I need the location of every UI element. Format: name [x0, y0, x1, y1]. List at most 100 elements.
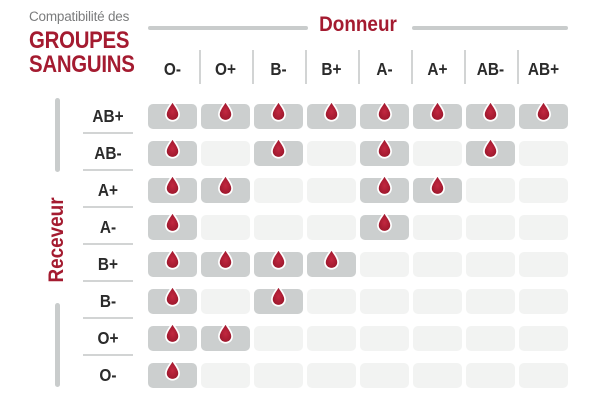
donor-column-header: A+ [427, 59, 448, 79]
cell-O+-A+ [413, 326, 462, 351]
cell-A+-O- [148, 174, 197, 203]
cell-O--B- [254, 363, 303, 388]
row-separator-line [83, 243, 133, 245]
donor-axis-rule-left [148, 26, 308, 30]
blood-drop-icon [483, 137, 498, 159]
donor-column-header: O+ [215, 59, 236, 79]
blood-drop-icon [377, 211, 392, 233]
donor-column-header: AB- [476, 59, 505, 79]
cell-B--B- [254, 285, 303, 314]
row-separator-line [83, 280, 133, 282]
row-separator-line [83, 354, 133, 356]
donor-axis-label: Donneur [319, 13, 397, 36]
donor-column-header: AB+ [527, 59, 560, 79]
cell-O--O- [148, 359, 197, 388]
cell-O+-B- [254, 326, 303, 351]
cell-AB--O- [148, 137, 197, 166]
donor-columns: O- O+ B- B+ A- A+ AB- AB+ [148, 50, 568, 88]
cell-A--AB+ [519, 215, 568, 240]
column-separator-line [517, 50, 519, 84]
cell-AB--O+ [201, 141, 250, 166]
blood-drop-icon [165, 248, 180, 270]
cell-AB--A- [360, 137, 409, 166]
blood-drop-icon [377, 100, 392, 122]
cell-O+-O+ [201, 322, 250, 351]
blood-drop-icon [377, 174, 392, 196]
row-separator-line [83, 206, 133, 208]
row-separator-line [83, 317, 133, 319]
blood-drop-icon [218, 248, 233, 270]
cell-B--A- [360, 289, 409, 314]
chart-title-line1: GROUPES [29, 27, 130, 54]
cell-B--AB+ [519, 289, 568, 314]
recipient-row-header: B+ [97, 254, 119, 274]
cell-O--A- [360, 363, 409, 388]
cell-B+-AB+ [519, 252, 568, 277]
row-separator-line [83, 132, 133, 134]
blood-drop-icon [483, 100, 498, 122]
cell-O--B+ [307, 363, 356, 388]
compatibility-matrix [148, 100, 568, 394]
recipient-row-header: A- [99, 217, 117, 237]
blood-drop-icon [218, 174, 233, 196]
column-separator-line [464, 50, 466, 84]
blood-drop-icon [377, 137, 392, 159]
cell-B--A+ [413, 289, 462, 314]
cell-B+-A- [360, 252, 409, 277]
cell-AB+-AB- [466, 100, 515, 129]
cell-AB+-AB+ [519, 100, 568, 129]
cell-AB+-O- [148, 100, 197, 129]
cell-AB+-B+ [307, 100, 356, 129]
donor-column-header: O- [163, 59, 182, 79]
column-separator-line [199, 50, 201, 84]
recipient-row-header: O+ [97, 328, 119, 348]
recipient-axis-rule-bottom [55, 303, 60, 387]
blood-drop-icon [165, 100, 180, 122]
cell-AB+-A- [360, 100, 409, 129]
column-separator-line [305, 50, 307, 84]
recipient-row-header: A+ [97, 180, 119, 200]
cell-O--AB- [466, 363, 515, 388]
donor-column-header: B- [270, 59, 287, 79]
cell-AB+-O+ [201, 100, 250, 129]
cell-A--A+ [413, 215, 462, 240]
cell-B--AB- [466, 289, 515, 314]
chart-title-line2: SANGUINS [29, 51, 135, 78]
blood-drop-icon [430, 100, 445, 122]
cell-AB--AB- [466, 137, 515, 166]
cell-B--O- [148, 285, 197, 314]
cell-AB--AB+ [519, 141, 568, 166]
recipient-row-header: AB- [94, 143, 122, 163]
cell-O+-AB- [466, 326, 515, 351]
row-separator-line [83, 169, 133, 171]
donor-column-header: B+ [321, 59, 342, 79]
blood-drop-icon [165, 137, 180, 159]
blood-drop-icon [165, 174, 180, 196]
cell-O+-A- [360, 326, 409, 351]
cell-A--O+ [201, 215, 250, 240]
cell-B--O+ [201, 289, 250, 314]
cell-B+-O+ [201, 248, 250, 277]
recipient-axis-label: Receveur [45, 197, 68, 283]
blood-drop-icon [271, 285, 286, 307]
cell-B+-A+ [413, 252, 462, 277]
cell-B+-AB- [466, 252, 515, 277]
blood-drop-icon [324, 248, 339, 270]
cell-A+-O+ [201, 174, 250, 203]
cell-AB+-B- [254, 100, 303, 129]
cell-A--A- [360, 211, 409, 240]
blood-drop-icon [271, 137, 286, 159]
cell-A+-B+ [307, 178, 356, 203]
recipient-row-header: B- [99, 291, 117, 311]
column-separator-line [411, 50, 413, 84]
blood-drop-icon [271, 100, 286, 122]
cell-A+-AB- [466, 178, 515, 203]
blood-drop-icon [165, 211, 180, 233]
recipient-rows: AB+ AB- A+ A- B+ B- O+ O- [83, 104, 133, 394]
cell-O+-AB+ [519, 326, 568, 351]
cell-O--AB+ [519, 363, 568, 388]
cell-AB+-A+ [413, 100, 462, 129]
blood-drop-icon [165, 359, 180, 381]
cell-B--B+ [307, 289, 356, 314]
